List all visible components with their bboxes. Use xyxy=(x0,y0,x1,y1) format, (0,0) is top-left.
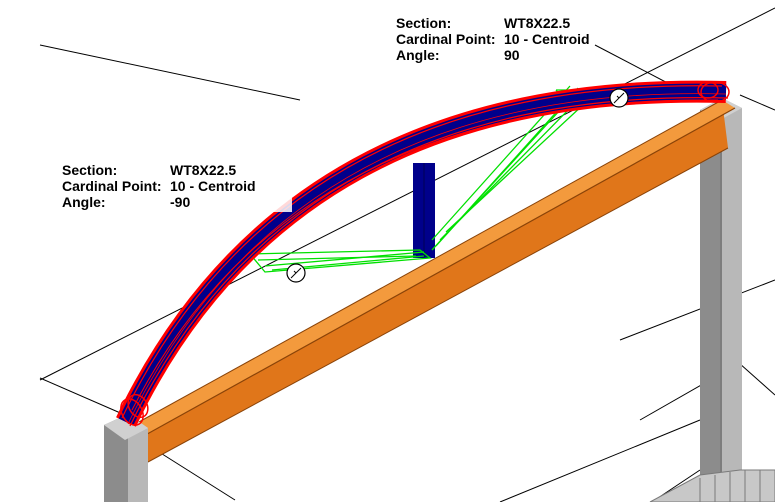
arch-end-right[interactable] xyxy=(697,81,730,103)
cardinal-point-value: 10 - Centroid xyxy=(170,178,256,194)
section-label-top: Section: WT8X22.5 Cardinal Point: 10 - C… xyxy=(396,15,636,65)
orange-beam[interactable] xyxy=(127,99,736,463)
section-value: WT8X22.5 xyxy=(170,162,237,178)
angle-key: Angle: xyxy=(396,47,440,63)
vertical-post[interactable] xyxy=(413,163,435,258)
angle-key: Angle: xyxy=(62,194,106,210)
release-marker-icon[interactable] xyxy=(286,263,306,283)
cardinal-point-key: Cardinal Point: xyxy=(62,178,162,194)
section-value: WT8X22.5 xyxy=(504,15,571,31)
cardinal-point-key: Cardinal Point: xyxy=(396,31,496,47)
angle-value: -90 xyxy=(170,194,191,210)
left-column[interactable] xyxy=(104,414,148,502)
right-column[interactable] xyxy=(700,98,742,502)
foundation-grid xyxy=(649,469,775,502)
arch-member[interactable] xyxy=(116,80,729,427)
grid-lines xyxy=(39,7,775,502)
section-label-left: Section: WT8X22.5 Cardinal Point: 10 - C… xyxy=(62,162,292,212)
green-bracing[interactable] xyxy=(249,85,586,273)
release-marker-icon[interactable] xyxy=(609,88,629,108)
cardinal-point-value: 10 - Centroid xyxy=(504,31,590,47)
section-key: Section: xyxy=(396,15,452,31)
angle-value: 90 xyxy=(504,47,520,63)
section-key: Section: xyxy=(62,162,118,178)
arch-end-left[interactable] xyxy=(116,391,151,429)
